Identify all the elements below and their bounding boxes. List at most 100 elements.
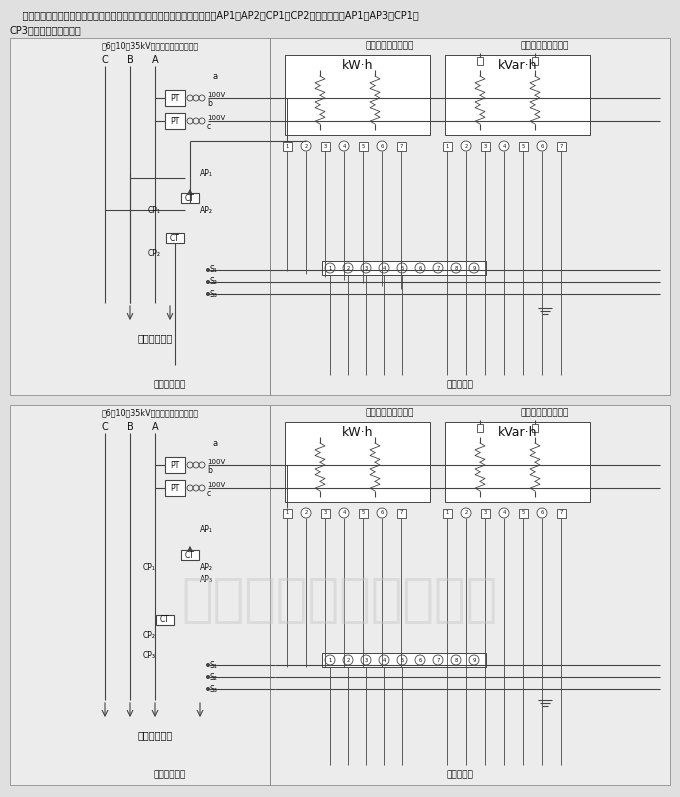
- Circle shape: [207, 281, 209, 284]
- Text: 6: 6: [541, 143, 544, 148]
- Text: b: b: [207, 465, 212, 474]
- Text: 组合互感部分: 组合互感部分: [154, 771, 186, 779]
- Circle shape: [415, 263, 425, 273]
- Bar: [282, 508, 292, 517]
- Text: 该型电力计量箱分为单变比和双变比两种类型，双变比接线时。大电流比接AP1、AP2与CP1、CP2、小电流比接AP1、AP3与CP1、: 该型电力计量箱分为单变比和双变比两种类型，双变比接线时。大电流比接AP1、AP2…: [10, 10, 419, 20]
- Text: 5: 5: [522, 511, 525, 516]
- Bar: [285, 422, 430, 502]
- Text: CP₂: CP₂: [143, 630, 156, 639]
- Text: 3: 3: [364, 265, 368, 270]
- Text: 100V: 100V: [207, 482, 225, 488]
- Bar: [396, 142, 405, 151]
- Bar: [358, 142, 367, 151]
- Bar: [10, 38, 670, 395]
- Text: 三相三线无功电度表: 三相三线无功电度表: [521, 409, 569, 418]
- Text: 4: 4: [382, 265, 386, 270]
- Text: 7: 7: [437, 265, 440, 270]
- Text: S₃: S₃: [210, 685, 218, 693]
- Text: 2: 2: [305, 143, 307, 148]
- Text: CP₃: CP₃: [143, 650, 156, 659]
- Circle shape: [451, 263, 461, 273]
- Text: 8: 8: [454, 265, 458, 270]
- Text: PT: PT: [171, 93, 180, 103]
- Text: S₁: S₁: [210, 661, 218, 669]
- Text: a: a: [212, 72, 218, 80]
- Bar: [181, 193, 199, 203]
- Text: 9: 9: [473, 658, 476, 662]
- Circle shape: [433, 263, 443, 273]
- Circle shape: [377, 508, 387, 518]
- Circle shape: [207, 676, 209, 678]
- Bar: [518, 508, 528, 517]
- Circle shape: [339, 508, 349, 518]
- Bar: [396, 508, 405, 517]
- Circle shape: [499, 141, 509, 151]
- Bar: [556, 142, 566, 151]
- Text: B: B: [126, 55, 133, 65]
- Text: B: B: [126, 422, 133, 432]
- Circle shape: [301, 508, 311, 518]
- Text: AP₁: AP₁: [200, 525, 213, 535]
- Text: 7: 7: [560, 143, 562, 148]
- Circle shape: [537, 141, 547, 151]
- Text: 4: 4: [382, 658, 386, 662]
- Circle shape: [537, 508, 547, 518]
- Bar: [165, 113, 185, 129]
- Circle shape: [339, 141, 349, 151]
- Bar: [556, 508, 566, 517]
- Text: 1: 1: [445, 143, 449, 148]
- Circle shape: [207, 663, 209, 666]
- Circle shape: [397, 263, 407, 273]
- Text: A: A: [152, 55, 158, 65]
- Circle shape: [397, 655, 407, 665]
- Text: CT: CT: [185, 551, 195, 559]
- Bar: [165, 90, 185, 106]
- Text: 1: 1: [286, 143, 289, 148]
- Circle shape: [325, 263, 335, 273]
- Text: CT: CT: [160, 615, 170, 625]
- Circle shape: [301, 141, 311, 151]
- Text: 4: 4: [342, 511, 345, 516]
- Bar: [443, 142, 452, 151]
- Bar: [166, 233, 184, 243]
- Text: 9: 9: [473, 265, 476, 270]
- Text: 组合互感部分: 组合互感部分: [154, 380, 186, 390]
- Circle shape: [343, 655, 353, 665]
- Circle shape: [451, 655, 461, 665]
- Text: 2: 2: [346, 658, 350, 662]
- Text: 6: 6: [380, 511, 384, 516]
- Circle shape: [343, 263, 353, 273]
- Text: kW·h: kW·h: [342, 426, 373, 438]
- Text: 4: 4: [503, 143, 506, 148]
- Text: 6: 6: [418, 265, 422, 270]
- Bar: [165, 480, 185, 496]
- Text: 三相三线有功电度表: 三相三线有功电度表: [366, 409, 414, 418]
- Circle shape: [461, 508, 471, 518]
- Bar: [322, 653, 486, 667]
- Text: CT: CT: [170, 234, 180, 242]
- Bar: [481, 508, 490, 517]
- Text: 100V: 100V: [207, 92, 225, 98]
- Bar: [285, 55, 430, 135]
- Text: S₂: S₂: [210, 673, 218, 681]
- Bar: [477, 424, 483, 432]
- Text: C: C: [101, 55, 108, 65]
- Circle shape: [469, 263, 479, 273]
- Text: S₁: S₁: [210, 265, 218, 274]
- Text: 7: 7: [560, 511, 562, 516]
- Text: 上海永册电气有限公司: 上海永册电气有限公司: [182, 574, 498, 626]
- Circle shape: [207, 688, 209, 690]
- Text: CP3。原理图如下所示：: CP3。原理图如下所示：: [10, 25, 82, 35]
- Text: 1: 1: [445, 511, 449, 516]
- Circle shape: [469, 655, 479, 665]
- Text: b: b: [207, 99, 212, 108]
- Text: PT: PT: [171, 461, 180, 469]
- Text: 三相三线无功电度表: 三相三线无功电度表: [521, 41, 569, 50]
- Text: kW·h: kW·h: [342, 58, 373, 72]
- Circle shape: [433, 655, 443, 665]
- Bar: [358, 508, 367, 517]
- Bar: [181, 550, 199, 560]
- Text: 5: 5: [361, 511, 364, 516]
- Text: c: c: [207, 489, 211, 497]
- Text: S₃: S₃: [210, 289, 218, 299]
